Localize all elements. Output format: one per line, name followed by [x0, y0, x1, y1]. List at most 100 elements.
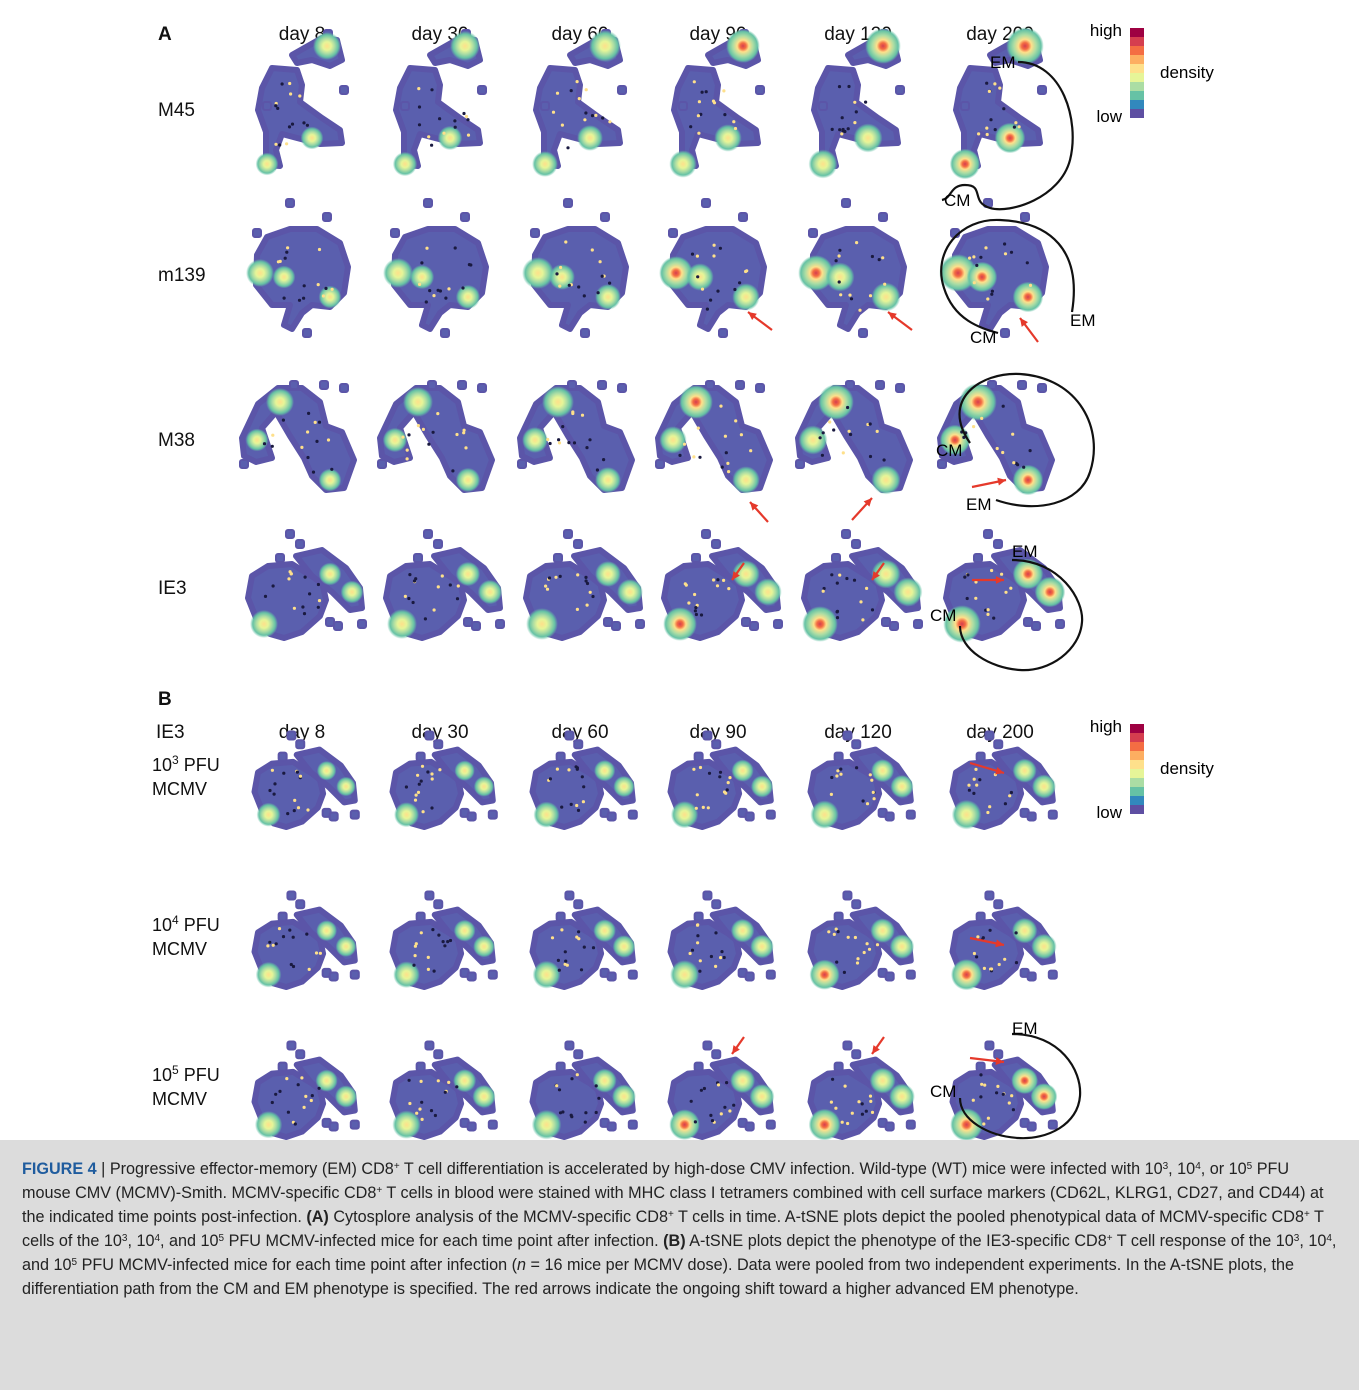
red-arrow — [749, 501, 769, 523]
density-hotspot — [853, 123, 883, 153]
plot-cell-point — [298, 94, 302, 98]
density-hotspot — [869, 1067, 896, 1094]
density-hotspot — [315, 1069, 338, 1092]
plot-outlier-point — [567, 380, 577, 390]
plot-cell-point — [430, 772, 434, 776]
density-hotspot — [949, 148, 981, 180]
density-hotspot — [532, 151, 558, 177]
plot-cell-point — [559, 265, 563, 270]
plot-cell-point — [726, 781, 730, 785]
plot-outlier-point — [487, 1119, 498, 1130]
em-label: EM — [1012, 542, 1038, 561]
caption-italic-n: n — [517, 1256, 527, 1274]
plot-cell-point — [989, 118, 993, 122]
plot-outlier-point — [564, 730, 575, 741]
density-hotspot — [549, 264, 575, 290]
plot-cell-point — [307, 967, 311, 972]
plot-outlier-point — [895, 383, 905, 393]
plot-cell-point — [316, 582, 320, 587]
density-hotspot — [754, 578, 782, 606]
plot-outlier-point — [477, 85, 487, 95]
plot-cell-point — [419, 1079, 423, 1083]
plot-cell-point — [962, 435, 966, 439]
plot-cell-point — [448, 583, 452, 587]
plot-outlier-point — [349, 809, 360, 820]
caption-text: T cell differentiation is accelerated by… — [399, 1160, 1163, 1178]
plot-cell-point — [584, 88, 588, 92]
plot-cell-point — [859, 600, 863, 604]
plot-cell-point — [870, 254, 875, 259]
plot-outlier-point — [295, 739, 306, 750]
plot-cell-point — [270, 768, 274, 772]
plot-cell-point — [1012, 125, 1017, 129]
plot-outlier-point — [858, 328, 868, 338]
plot-cell-point — [286, 1110, 290, 1114]
plot-cell-point — [990, 568, 994, 573]
plot-main-cluster — [255, 65, 345, 169]
plot-cell-point — [700, 287, 705, 291]
legend-color-step — [1130, 91, 1144, 100]
plot-cell-point — [451, 469, 455, 473]
plot-cell-point — [982, 966, 987, 971]
plot-cell-point — [834, 1106, 838, 1110]
plot-cell-point — [298, 774, 303, 778]
density-hotspot — [531, 1109, 562, 1140]
plot-outlier-point — [606, 1121, 617, 1132]
plot-outlier-point — [738, 212, 748, 222]
plot-outlier-point — [277, 1061, 288, 1072]
caption-sup: + — [376, 1185, 383, 1196]
caption-box: FIGURE 4 | Progressive effector-memory (… — [0, 1140, 1359, 1390]
plot-cell-point — [1007, 1101, 1011, 1105]
plot-outlier-point — [960, 101, 970, 111]
plot-cell-point — [986, 297, 990, 301]
plot-cell-point — [974, 580, 978, 584]
tsne-density-plot — [949, 730, 1058, 830]
plot-cell-point — [1003, 802, 1008, 806]
plot-cell-point — [986, 608, 990, 612]
plot-outlier-point — [795, 459, 805, 469]
density-hotspot — [1031, 774, 1057, 799]
caption-text: PFU MCMV-infected mice for each time poi… — [77, 1256, 518, 1274]
plot-cell-point — [995, 446, 999, 451]
density-hotspot — [732, 283, 760, 311]
panel-a-row-label: m139 — [158, 265, 206, 286]
plot-cell-point — [292, 809, 296, 813]
red-arrow — [1019, 317, 1039, 343]
plot-cell-point — [595, 468, 600, 472]
plot-cell-point — [289, 92, 293, 96]
plot-outlier-point — [295, 539, 305, 549]
plot-cell-point — [575, 1073, 579, 1077]
plot-outlier-point — [1055, 619, 1065, 629]
tsne-density-plot — [532, 29, 627, 177]
tsne-density-plot — [251, 890, 360, 990]
plot-cell-point — [689, 1099, 693, 1103]
plot-cell-point — [560, 928, 564, 932]
plot-cell-point — [427, 442, 431, 446]
density-hotspot — [318, 468, 342, 492]
plot-outlier-point — [705, 380, 715, 390]
plot-outlier-point — [477, 383, 487, 393]
cm-label: CM — [944, 191, 970, 210]
plot-cell-point — [720, 465, 724, 469]
plot-cell-point — [692, 455, 696, 459]
legend-color-step — [1130, 769, 1144, 778]
plot-cell-point — [583, 1120, 587, 1124]
tsne-density-plot — [949, 890, 1058, 991]
plot-cell-point — [431, 430, 435, 434]
plot-outlier-point — [457, 380, 467, 390]
density-hotspot — [334, 1085, 358, 1108]
plot-cell-point — [1002, 107, 1006, 111]
plot-cell-point — [695, 923, 700, 927]
plot-cell-point — [557, 438, 561, 442]
plot-outlier-point — [984, 890, 995, 901]
plot-outlier-point — [617, 85, 627, 95]
density-hotspot — [994, 122, 1026, 154]
tsne-density-plot — [667, 890, 776, 990]
plot-cell-point — [556, 958, 561, 963]
plot-cell-point — [972, 791, 976, 796]
plot-cell-point — [431, 928, 435, 932]
plot-cell-point — [980, 1082, 984, 1086]
plot-cell-point — [561, 425, 565, 429]
plot-outlier-point — [1047, 809, 1058, 820]
plot-outlier-point — [711, 899, 722, 910]
